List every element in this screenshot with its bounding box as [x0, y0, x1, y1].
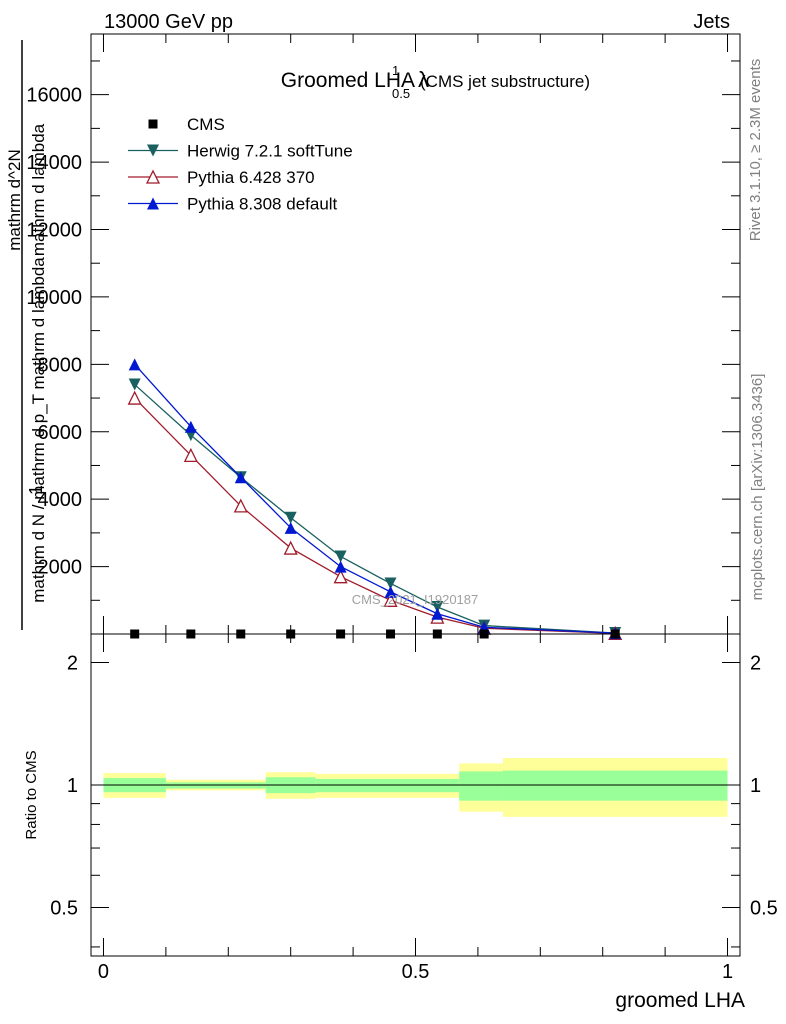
legend-label: Herwig 7.2.1 softTune [187, 142, 353, 161]
data-point [233, 498, 248, 513]
data-point [383, 592, 398, 607]
analysis-watermark: CMS_2021_I1920187 [352, 592, 479, 607]
rivet-label: Rivet 3.1.10, ≥ 2.3M events [747, 59, 764, 242]
data-point [333, 569, 348, 584]
ratio-inner-band [459, 771, 503, 801]
ratio-y-tick-label-right: 1 [750, 775, 761, 797]
header-left: 13000 GeV pp [104, 11, 233, 33]
data-point [283, 540, 298, 555]
y-tick-label: 10000 [26, 287, 82, 309]
data-point [128, 358, 141, 371]
chart-title-subscript: 0.5 [392, 86, 410, 101]
data-point [431, 607, 444, 620]
legend: CMS Herwig 7.2.1 softTune Pythia 6.428 370… [128, 115, 353, 214]
data-point [234, 471, 247, 484]
y-tick-label: 2000 [38, 557, 83, 579]
ratio-y-tick-label: 1 [67, 775, 78, 797]
ratio-y-tick-label-right: 0.5 [750, 897, 778, 919]
y-tick-label: 12000 [26, 220, 82, 242]
data-point [334, 550, 347, 563]
x-tick-label: 1 [722, 961, 733, 983]
legend-marker [147, 197, 159, 210]
chart-title-superscript: 1 [392, 63, 399, 78]
y-tick-label: 6000 [38, 422, 83, 444]
legend-label: Pythia 6.428 370 [187, 168, 315, 187]
y-label-one: 1 [26, 485, 46, 495]
legend-label: CMS [187, 115, 225, 134]
legend-label: Pythia 8.308 default [187, 195, 338, 214]
data-point [384, 577, 397, 590]
y-label-line2: mathrm d lambda [29, 123, 48, 256]
data-point [183, 447, 198, 462]
data-point [384, 585, 397, 598]
x-axis-label: groomed LHA [615, 989, 745, 1012]
ratio-y-tick-label-right: 2 [750, 653, 761, 675]
y-label-denominator: mathrm d N / mathrm d p_T mathrm d lambd… [29, 257, 48, 603]
ratio-inner-band [502, 770, 728, 801]
main-panel: 2000 4000 6000 8000 10000 12000 14000 16000 [26, 33, 741, 640]
y-tick-label: 14000 [26, 152, 82, 174]
data-point [431, 601, 444, 614]
ratio-y-tick-label: 0.5 [50, 897, 78, 919]
data-point [334, 560, 347, 573]
chart-title: Groomed LHA [281, 69, 415, 92]
header-right: Jets [693, 11, 730, 33]
mcplots-label: mcplots.cern.ch [arXiv:1306.3436] [749, 374, 766, 601]
legend-marker [145, 169, 161, 184]
x-tick-label: 0 [98, 961, 109, 983]
y-tick-label: 4000 [38, 489, 83, 511]
ratio-inner-band [315, 778, 460, 793]
data-point [284, 521, 297, 534]
ratio-panel: 0 0.5 1 0.5 0.5 1 1 2 2 [50, 633, 778, 983]
y-axis-label: 1 mathrm d^2N mathrm d lambda mathrm d N… [5, 40, 48, 630]
legend-marker [148, 119, 158, 129]
data-point [127, 390, 142, 405]
ratio-y-label: Ratio to CMS [23, 750, 40, 839]
ratio-y-tick-label: 2 [67, 653, 78, 675]
x-tick-label: 0.5 [402, 961, 430, 983]
chart-title-symbol: λ [418, 67, 429, 92]
y-tick-label: 16000 [26, 85, 82, 107]
y-label-numerator: mathrm d^2N [5, 149, 24, 251]
chart-subtitle: (CMS jet substructure) [420, 72, 590, 91]
data-point [128, 378, 141, 391]
legend-marker [147, 144, 159, 157]
data-point [284, 511, 297, 524]
data-point [184, 420, 197, 433]
y-tick-label: 8000 [38, 354, 83, 376]
